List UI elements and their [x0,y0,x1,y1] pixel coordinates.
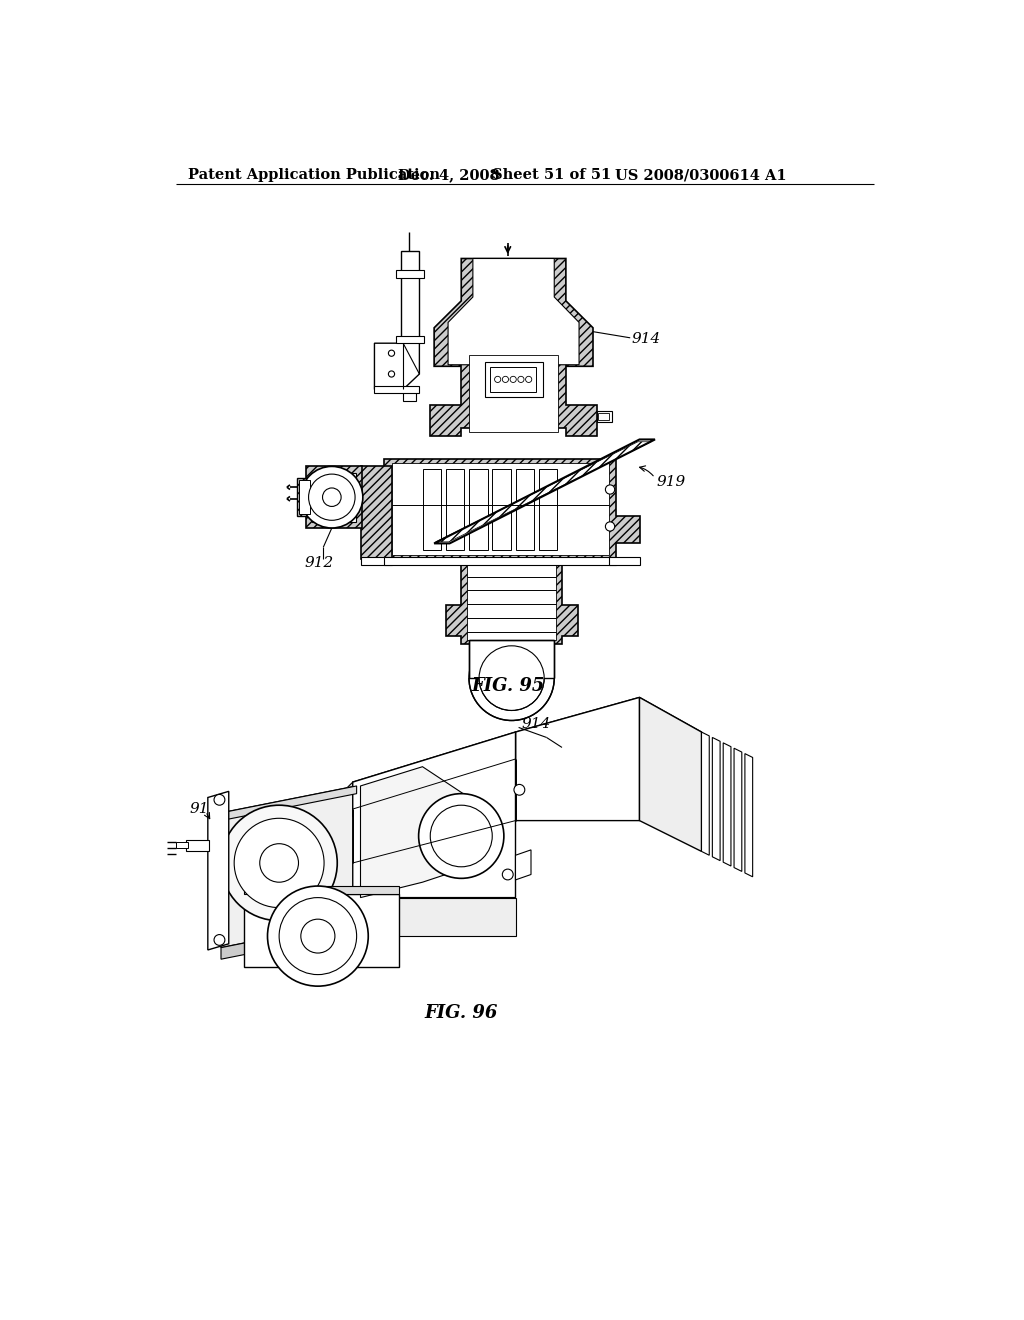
Polygon shape [515,850,531,880]
Polygon shape [391,462,608,554]
Circle shape [605,484,614,494]
Polygon shape [430,351,597,436]
Polygon shape [701,733,710,855]
Circle shape [495,376,501,383]
Bar [384,557,616,565]
Bar [539,469,557,549]
Bar [469,469,487,549]
Text: 912: 912 [190,803,219,816]
Circle shape [388,350,394,356]
Text: 919: 919 [656,475,686,488]
Polygon shape [515,697,640,821]
Circle shape [469,636,554,721]
Bar [489,367,537,392]
Circle shape [221,805,337,921]
Polygon shape [221,785,356,821]
Bar [186,840,209,851]
Polygon shape [744,754,753,876]
Circle shape [308,474,355,520]
Polygon shape [445,558,578,644]
Polygon shape [434,440,655,544]
Bar [297,478,312,516]
Circle shape [503,869,513,880]
Polygon shape [515,697,701,767]
Circle shape [514,784,524,795]
Text: Patent Application Publication: Patent Application Publication [188,169,440,182]
Circle shape [605,521,614,531]
Polygon shape [352,898,515,936]
Polygon shape [360,767,469,898]
Bar [396,271,424,277]
Text: 912: 912 [305,556,334,570]
Polygon shape [734,748,741,871]
Bar [445,469,464,549]
Polygon shape [375,343,420,389]
Text: 914: 914 [632,333,662,346]
Polygon shape [245,894,399,966]
Bar [306,466,362,528]
Circle shape [388,371,394,378]
Bar [598,412,609,420]
Circle shape [503,376,509,383]
Circle shape [301,466,362,528]
Polygon shape [469,355,558,432]
Text: Sheet 51 of 51: Sheet 51 of 51 [493,169,611,182]
Bar [484,363,543,397]
Polygon shape [221,921,356,960]
Polygon shape [365,459,640,558]
Circle shape [260,843,299,882]
Text: US 2008/0300614 A1: US 2008/0300614 A1 [614,169,786,182]
Text: 914: 914 [521,717,551,731]
Circle shape [234,818,324,908]
Bar [375,385,420,393]
Bar [469,640,554,678]
Circle shape [280,898,356,974]
Bar [493,469,511,549]
Polygon shape [713,738,720,861]
Bar [299,480,310,515]
Circle shape [301,919,335,953]
Polygon shape [449,259,579,364]
Bar [597,411,612,422]
Bar [360,557,391,565]
Bar [396,335,424,343]
Circle shape [267,886,369,986]
Circle shape [419,793,504,878]
Bar [423,469,441,549]
Text: Dec. 4, 2008: Dec. 4, 2008 [397,169,500,182]
Bar [515,469,535,549]
Polygon shape [245,886,399,894]
Polygon shape [467,562,556,640]
Bar [469,632,554,678]
Polygon shape [299,781,352,952]
Text: FIG. 95: FIG. 95 [471,677,545,694]
Circle shape [214,795,225,805]
Circle shape [479,645,544,710]
Bar [312,473,356,521]
Polygon shape [221,785,356,948]
Bar [400,251,420,343]
Circle shape [525,376,531,383]
Bar [403,387,416,401]
Circle shape [510,376,516,383]
Polygon shape [352,733,515,817]
Bar [176,842,188,849]
Polygon shape [208,792,228,950]
Circle shape [214,935,225,945]
Polygon shape [434,259,593,367]
Circle shape [430,805,493,867]
Circle shape [323,488,341,507]
Polygon shape [352,733,515,898]
Circle shape [518,376,524,383]
Polygon shape [640,697,701,851]
Polygon shape [723,743,731,866]
Bar [608,557,640,565]
Text: FIG. 96: FIG. 96 [425,1005,498,1022]
Polygon shape [360,466,391,558]
